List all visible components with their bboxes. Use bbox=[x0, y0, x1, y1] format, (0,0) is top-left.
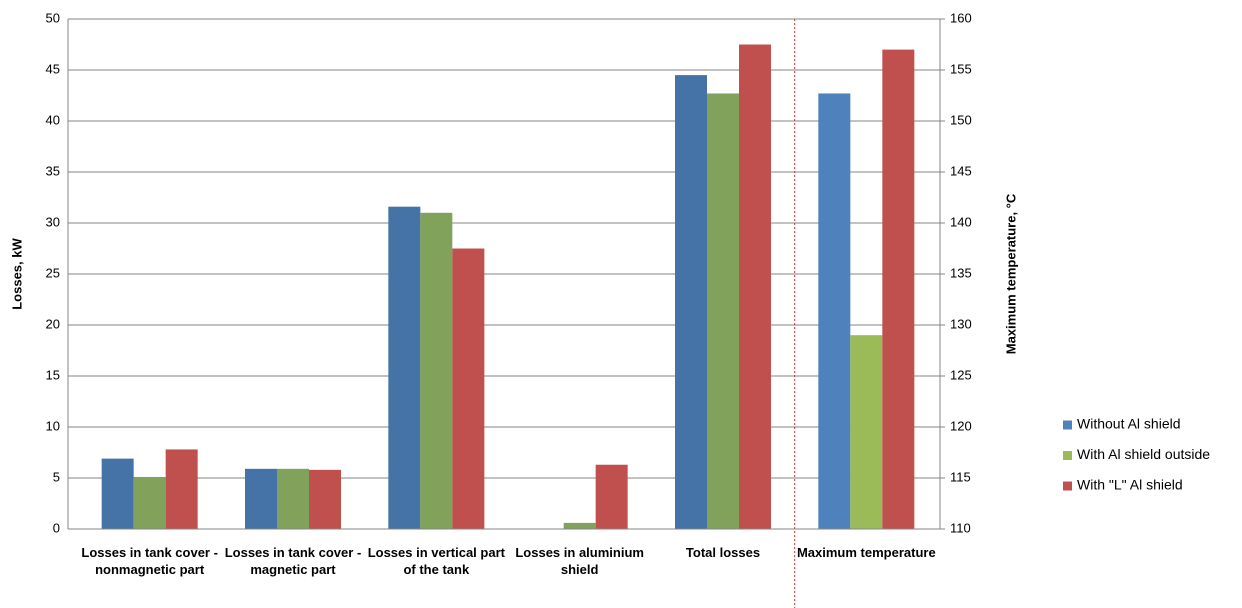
x-tick-label: Maximum temperature bbox=[796, 545, 936, 560]
y-tick-label: 30 bbox=[46, 214, 60, 229]
bar bbox=[739, 44, 771, 529]
bar bbox=[850, 335, 883, 529]
y-tick-label: 40 bbox=[46, 112, 60, 127]
y-tick-label: 5 bbox=[53, 469, 60, 484]
bar bbox=[165, 449, 198, 529]
y-tick-label: 15 bbox=[46, 367, 60, 382]
x-tick-label: Losses in tank cover - nonmagnetic part bbox=[81, 545, 218, 577]
bar bbox=[388, 206, 421, 529]
x-tick-label: Losses in aluminium shield bbox=[515, 545, 644, 577]
y2-tick-label: 140 bbox=[950, 214, 972, 229]
y2-axis-title: Maximum temperature, °C bbox=[1003, 193, 1018, 354]
bar bbox=[707, 93, 739, 530]
bar bbox=[818, 93, 851, 530]
legend-label: With Al shield outside bbox=[1077, 446, 1210, 462]
legend-label: With "L" Al shield bbox=[1077, 477, 1183, 493]
y2-tick-label: 110 bbox=[950, 520, 971, 535]
x-tick-label: Total losses bbox=[685, 545, 761, 560]
y2-tick-label: 150 bbox=[950, 112, 972, 127]
y-tick-label: 50 bbox=[46, 10, 60, 25]
y2-tick-label: 160 bbox=[950, 10, 972, 25]
bar bbox=[133, 476, 166, 529]
y-tick-label: 45 bbox=[46, 61, 60, 76]
legend-label: Without Al shield bbox=[1077, 416, 1181, 432]
bar bbox=[452, 248, 485, 529]
y-tick-label: 10 bbox=[46, 418, 60, 433]
legend-swatch bbox=[1063, 420, 1072, 430]
bar bbox=[101, 458, 134, 529]
y-axis-title: Losses, kW bbox=[9, 238, 24, 310]
y-tick-label: 25 bbox=[46, 265, 60, 280]
x-tick-label: Losses in tank cover - magnetic part bbox=[224, 545, 362, 577]
y2-tick-label: 135 bbox=[950, 265, 972, 280]
y2-tick-label: 155 bbox=[950, 61, 972, 76]
legend-swatch bbox=[1063, 451, 1072, 460]
y2-tick-label: 120 bbox=[950, 418, 972, 433]
y-tick-label: 35 bbox=[46, 163, 60, 178]
bar bbox=[595, 464, 628, 529]
bar bbox=[882, 49, 915, 529]
y2-tick-label: 145 bbox=[950, 163, 972, 178]
y-tick-label: 0 bbox=[53, 520, 60, 535]
y2-tick-label: 125 bbox=[950, 367, 972, 382]
bar bbox=[563, 522, 596, 529]
bar bbox=[277, 468, 309, 529]
bar bbox=[675, 75, 707, 529]
y2-tick-label: 115 bbox=[950, 469, 971, 484]
x-tick-label: Losses in vertical part of the tank bbox=[367, 545, 505, 577]
legend-swatch bbox=[1063, 481, 1072, 491]
y-tick-label: 20 bbox=[46, 316, 60, 331]
bar bbox=[420, 212, 453, 530]
y2-tick-label: 130 bbox=[950, 316, 972, 331]
bar bbox=[309, 469, 341, 529]
bar bbox=[245, 468, 277, 529]
